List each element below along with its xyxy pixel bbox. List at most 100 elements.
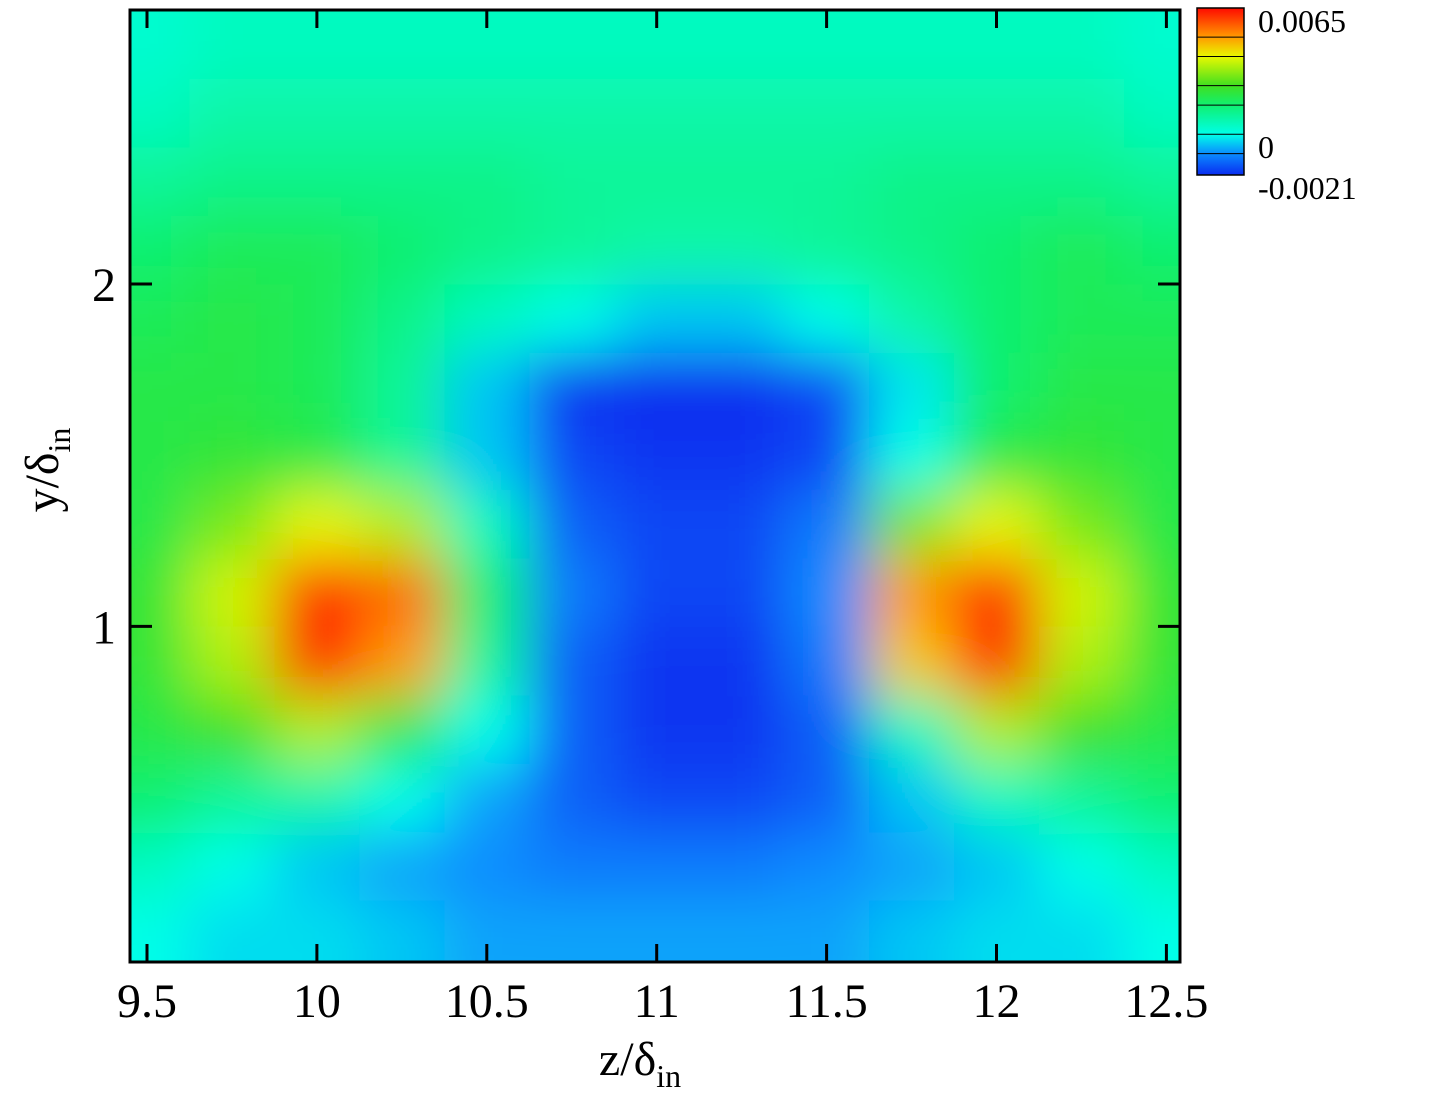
contour-cell	[784, 763, 870, 833]
contour-cell	[869, 694, 955, 764]
contour-cell	[614, 352, 700, 422]
contour-cell	[1123, 10, 1180, 79]
x-tick-label: 11.5	[785, 975, 867, 1028]
contour-cell	[359, 352, 445, 422]
contour-cell	[1038, 831, 1125, 901]
colorbar-ticks: 0.0065 0 -0.0021	[1197, 3, 1357, 206]
contour-cell	[359, 146, 445, 216]
x-tick-label: 12	[973, 975, 1021, 1028]
colorbar-tick-label: 0	[1258, 129, 1274, 165]
contour-cell	[189, 215, 275, 285]
contour-cell	[274, 557, 360, 627]
contour-cell	[444, 420, 530, 490]
contour-cell	[274, 626, 360, 696]
contour-cell	[1123, 763, 1180, 833]
x-axis-label: z/δin	[599, 1033, 681, 1094]
contour-cell	[359, 489, 445, 559]
contour-cell	[699, 215, 785, 285]
contour-cell	[189, 283, 275, 353]
contour-cell	[699, 831, 785, 901]
contour-cell	[529, 146, 615, 216]
contour-cell	[189, 557, 275, 627]
contour-field	[130, 10, 1180, 962]
contour-cell	[1123, 215, 1180, 285]
y-label-sub: in	[41, 428, 77, 453]
axes: 9.5 10 10.5 11 11.5 12 12.512	[92, 10, 1208, 1028]
contour-cell	[614, 146, 700, 216]
contour-cell	[274, 420, 360, 490]
contour-cell	[954, 763, 1040, 833]
x-label-main: z/δ	[599, 1033, 656, 1086]
contour-cell	[699, 146, 785, 216]
contour-cell	[869, 78, 955, 148]
contour-cell	[444, 831, 530, 901]
contour-cell	[444, 146, 530, 216]
contour-cell	[130, 78, 190, 148]
contour-cell	[189, 831, 275, 901]
contour-cell	[784, 352, 870, 422]
contour-cell	[699, 352, 785, 422]
contour-cell	[784, 283, 870, 353]
contour-cell	[869, 831, 955, 901]
contour-cell	[784, 557, 870, 627]
contour-cell	[529, 694, 615, 764]
contour-cell	[614, 420, 700, 490]
contour-cell	[189, 352, 275, 422]
contour-cell	[869, 557, 955, 627]
contour-cell	[274, 352, 360, 422]
y-axis-label: y/δin	[16, 428, 77, 513]
contour-cell	[359, 626, 445, 696]
contour-cell	[189, 420, 275, 490]
contour-cell	[614, 831, 700, 901]
contour-cell	[359, 831, 445, 901]
x-tick-label: 11	[634, 975, 680, 1028]
contour-cell	[869, 10, 955, 79]
contour-cell	[954, 557, 1040, 627]
contour-cell	[1123, 352, 1180, 422]
contour-cell	[359, 10, 445, 79]
contour-cell	[189, 900, 275, 962]
contour-cell	[189, 78, 275, 148]
y-tick-label: 2	[92, 259, 116, 312]
contour-cell	[699, 763, 785, 833]
contour-cell	[189, 489, 275, 559]
contour-cell	[359, 420, 445, 490]
contour-cell	[954, 215, 1040, 285]
colorbar-tick-label: -0.0021	[1258, 170, 1357, 206]
contour-cell	[444, 626, 530, 696]
contour-cell	[444, 215, 530, 285]
contour-cell	[130, 557, 190, 627]
x-tick-label: 10	[293, 975, 341, 1028]
contour-cell	[699, 283, 785, 353]
contour-cell	[699, 694, 785, 764]
contour-cell	[869, 900, 955, 962]
contour-cell	[869, 352, 955, 422]
contour-cell	[130, 215, 190, 285]
colorbar-tick-label: 0.0065	[1258, 3, 1346, 39]
contour-cell	[954, 489, 1040, 559]
contour-cell	[274, 215, 360, 285]
contour-cell	[130, 626, 190, 696]
contour-cell	[699, 900, 785, 962]
contour-cell	[1038, 352, 1125, 422]
contour-cell	[130, 146, 190, 216]
contour-cell	[954, 831, 1040, 901]
contour-cell	[614, 763, 700, 833]
contour-cell	[359, 283, 445, 353]
contour-cell	[274, 694, 360, 764]
contour-cell	[130, 10, 190, 79]
contour-cell	[699, 10, 785, 79]
contour-cell	[869, 283, 955, 353]
contour-cell	[359, 78, 445, 148]
contour-cell	[274, 763, 360, 833]
contour-cell	[1038, 694, 1125, 764]
contour-cell	[1123, 489, 1180, 559]
contour-cell	[869, 215, 955, 285]
contour-cell	[1123, 420, 1180, 490]
contour-cell	[869, 763, 955, 833]
contour-cell	[529, 215, 615, 285]
contour-cell	[1123, 146, 1180, 216]
contour-cell	[274, 146, 360, 216]
contour-cell	[784, 831, 870, 901]
contour-cell	[699, 626, 785, 696]
